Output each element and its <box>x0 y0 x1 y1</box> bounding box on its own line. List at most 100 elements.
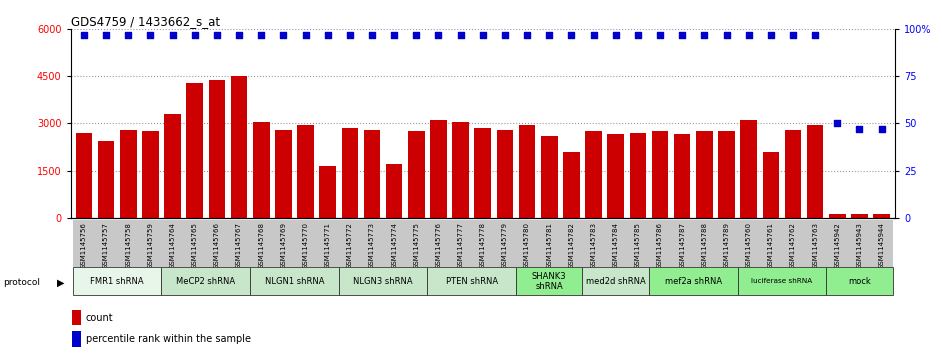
Bar <box>295 220 317 267</box>
Text: GSM1145778: GSM1145778 <box>479 222 486 269</box>
Bar <box>849 220 870 267</box>
Point <box>475 32 490 38</box>
Point <box>342 32 357 38</box>
Text: GSM1145775: GSM1145775 <box>414 222 419 269</box>
Text: GSM1145773: GSM1145773 <box>369 222 375 269</box>
Bar <box>804 220 826 267</box>
Bar <box>626 220 649 267</box>
Text: GSM1145788: GSM1145788 <box>702 222 707 269</box>
Bar <box>95 220 117 267</box>
Point <box>609 32 624 38</box>
Bar <box>342 128 358 218</box>
Text: GSM1145758: GSM1145758 <box>125 222 131 269</box>
Point <box>719 32 734 38</box>
Point <box>497 32 512 38</box>
Point <box>165 32 180 38</box>
Point <box>830 121 845 126</box>
Bar <box>161 220 184 267</box>
Point <box>187 32 203 38</box>
Bar <box>361 220 383 267</box>
Bar <box>516 220 538 267</box>
Bar <box>582 268 649 295</box>
Point <box>453 32 468 38</box>
Text: GSM1145779: GSM1145779 <box>502 222 508 269</box>
Point <box>276 32 291 38</box>
Text: NLGN3 shRNA: NLGN3 shRNA <box>353 277 413 286</box>
Point <box>674 32 690 38</box>
Point <box>653 32 668 38</box>
Text: SHANK3
shRNA: SHANK3 shRNA <box>532 272 566 291</box>
Text: luciferase shRNA: luciferase shRNA <box>752 278 813 284</box>
Text: FMR1 shRNA: FMR1 shRNA <box>90 277 144 286</box>
Point <box>852 126 867 132</box>
Text: percentile rank within the sample: percentile rank within the sample <box>86 334 251 344</box>
Text: GSM1145783: GSM1145783 <box>591 222 596 269</box>
Bar <box>139 220 161 267</box>
Bar <box>649 220 671 267</box>
Point <box>76 32 91 38</box>
Bar <box>738 220 760 267</box>
Point <box>365 32 380 38</box>
Bar <box>449 220 472 267</box>
Text: GSM1145757: GSM1145757 <box>103 222 109 269</box>
Bar <box>873 214 890 218</box>
Text: MeCP2 shRNA: MeCP2 shRNA <box>176 277 236 286</box>
Bar <box>693 220 715 267</box>
Text: GSM1145942: GSM1145942 <box>835 222 840 269</box>
Bar <box>339 268 428 295</box>
Bar <box>608 134 624 218</box>
Bar <box>252 122 269 218</box>
Text: GSM1145776: GSM1145776 <box>435 222 442 269</box>
Point <box>386 32 401 38</box>
Bar <box>629 133 646 218</box>
Bar <box>674 134 690 218</box>
Bar <box>671 220 693 267</box>
Text: GSM1145759: GSM1145759 <box>147 222 154 269</box>
Text: GSM1145774: GSM1145774 <box>391 222 398 269</box>
Text: GSM1145770: GSM1145770 <box>302 222 309 269</box>
Point <box>807 32 822 38</box>
Text: GSM1145777: GSM1145777 <box>458 222 463 269</box>
Bar <box>605 220 626 267</box>
Bar <box>762 152 779 218</box>
Point <box>874 126 889 132</box>
Bar <box>73 220 95 267</box>
Text: GSM1145784: GSM1145784 <box>612 222 619 269</box>
Bar <box>782 220 804 267</box>
Text: GSM1145764: GSM1145764 <box>170 222 175 269</box>
Bar <box>142 131 158 218</box>
Bar <box>715 220 738 267</box>
Bar <box>696 131 713 218</box>
Text: mef2a shRNA: mef2a shRNA <box>665 277 722 286</box>
Bar <box>272 220 295 267</box>
Bar <box>430 120 447 218</box>
Bar <box>405 220 428 267</box>
Text: GSM1145760: GSM1145760 <box>746 222 752 269</box>
Point <box>697 32 712 38</box>
Text: GSM1145781: GSM1145781 <box>546 222 552 269</box>
Text: GSM1145763: GSM1145763 <box>812 222 819 269</box>
Bar <box>386 164 402 218</box>
Text: GSM1145767: GSM1145767 <box>236 222 242 269</box>
Point <box>209 32 224 38</box>
Bar <box>807 125 823 218</box>
Bar <box>208 80 225 218</box>
Bar <box>319 166 336 218</box>
Bar <box>339 220 361 267</box>
Bar <box>187 82 203 218</box>
Bar <box>364 130 381 218</box>
Text: NLGN1 shRNA: NLGN1 shRNA <box>265 277 324 286</box>
Bar <box>738 268 826 295</box>
Bar <box>428 268 516 295</box>
Bar <box>563 152 579 218</box>
Bar <box>760 220 782 267</box>
Text: GSM1145756: GSM1145756 <box>81 222 87 269</box>
Bar <box>870 220 893 267</box>
Text: GSM1145780: GSM1145780 <box>524 222 530 269</box>
Bar <box>826 220 849 267</box>
Point <box>741 32 756 38</box>
Bar <box>75 133 92 218</box>
Bar <box>582 220 605 267</box>
Bar <box>541 136 558 218</box>
Text: GSM1145772: GSM1145772 <box>347 222 353 269</box>
